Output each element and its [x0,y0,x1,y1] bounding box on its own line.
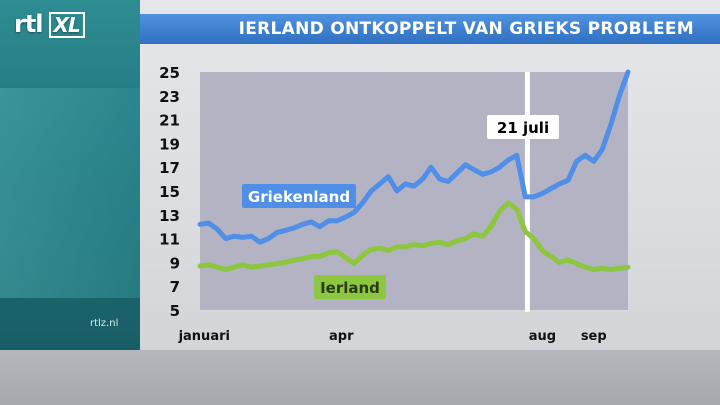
x-tick-label: apr [329,329,354,344]
series-labels: Griekenland Ierland 21 juli [242,115,559,299]
y-tick-label: 21 [159,112,180,130]
event-annotation: 21 juli [487,115,559,139]
y-tick-label: 11 [159,231,180,249]
series-line-ierland [197,200,631,272]
event-annotation-box [487,115,559,139]
x-tick-label: januari [178,329,230,344]
x-tick-label: aug [529,329,556,344]
logo-text: rtl [14,10,44,38]
y-tick-label: 15 [159,183,180,201]
y-tick-label: 9 [170,254,180,272]
y-tick-label: 25 [159,64,180,82]
y-tick-label: 19 [159,135,180,153]
ierland-label-text: Ierland [320,279,380,297]
y-tick-label: 23 [159,88,180,106]
series-line-griekenland [197,69,631,245]
chart-title: IERLAND ONTKOPPELT VAN GRIEKS PROBLEEM [238,19,694,39]
griekenland-label-text: Griekenland [248,188,350,206]
y-tick-label: 5 [170,302,180,320]
y-axis: 5 7 9 11 13 15 17 19 21 23 25 [159,64,180,320]
griekenland-label: Griekenland [242,184,356,208]
bottom-strip [0,350,720,405]
channel-logo: rtl XL [14,10,85,38]
ierland-label: Ierland [314,275,386,299]
logo-badge: XL [48,12,85,38]
y-tick-label: 17 [159,159,180,177]
event-annotation-text: 21 juli [497,119,549,137]
ierland-label-box [314,275,386,299]
x-tick-label: sep [581,329,607,344]
title-bar: IERLAND ONTKOPPELT VAN GRIEKS PROBLEEM [140,14,720,44]
left-decor-band [0,88,140,298]
griekenland-label-box [242,184,356,208]
series-lines [197,69,631,272]
y-tick-label: 13 [159,207,180,225]
x-axis: januari apr aug sep [178,329,607,344]
watermark: rtlz.nl [90,318,119,329]
y-tick-label: 7 [170,278,180,296]
